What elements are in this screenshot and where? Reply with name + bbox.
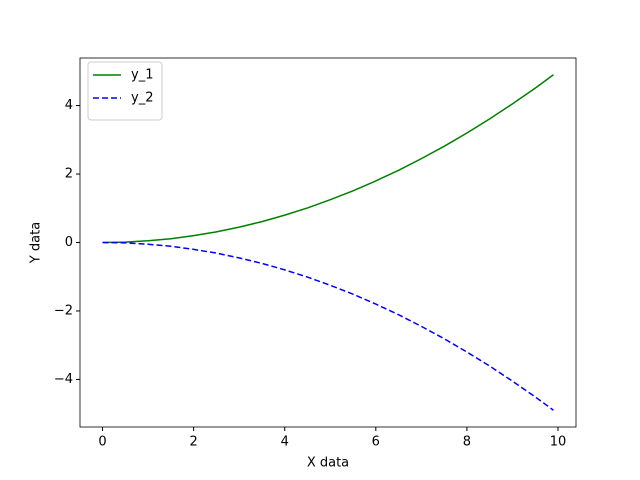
x-tick-label: 10 [550, 435, 567, 450]
legend-label: y_2 [131, 91, 153, 106]
y-axis-label: Y data [29, 222, 44, 264]
series-line [102, 74, 554, 244]
series-line [102, 241, 554, 411]
y-tick-label: 0 [65, 235, 73, 250]
y-tick-label: −2 [54, 303, 73, 318]
x-tick-label: 2 [189, 435, 197, 450]
x-axis-label: X data [307, 456, 349, 471]
y-tick-label: −4 [54, 372, 73, 387]
y-tick-label: 4 [65, 98, 73, 113]
x-tick-label: 0 [98, 435, 106, 450]
y-tick-label: 2 [65, 167, 73, 182]
x-tick-label: 8 [463, 435, 471, 450]
legend-label: y_1 [131, 68, 153, 83]
x-tick-label: 6 [372, 435, 380, 450]
x-tick-label: 4 [281, 435, 289, 450]
legend-box [87, 61, 163, 121]
plot-frame [79, 57, 577, 428]
